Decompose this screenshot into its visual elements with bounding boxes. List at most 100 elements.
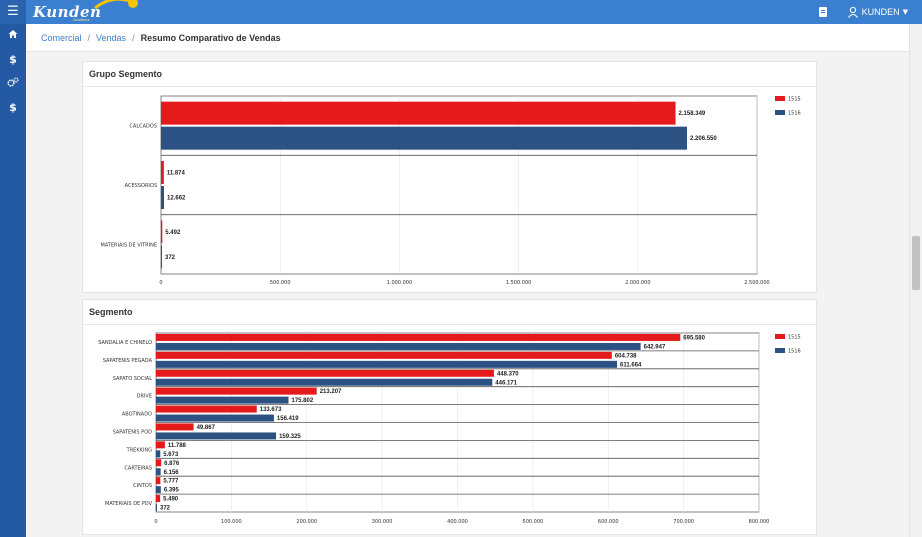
breadcrumb-vendas[interactable]: Vendas (96, 32, 127, 43)
legend-swatch-1515 (775, 96, 785, 101)
bar-1515 (156, 369, 494, 377)
bar-1515 (156, 477, 161, 485)
data-label: 159.325 (279, 434, 301, 440)
dollar-icon[interactable]: $ (9, 101, 17, 114)
data-label: 611.664 (620, 362, 642, 368)
data-label: 2.206.550 (690, 136, 717, 142)
category-label: CINTOS (133, 483, 152, 489)
bar-1516 (156, 342, 641, 350)
data-label: 213.207 (320, 389, 342, 395)
data-label: 372 (165, 255, 176, 261)
data-label: 2.158.349 (679, 111, 706, 117)
bar-1516 (156, 378, 493, 386)
x-tick-label: 400.000 (447, 519, 468, 525)
data-label: 11.874 (167, 171, 186, 177)
page-scrollbar[interactable] (909, 24, 922, 537)
data-label: 156.419 (277, 416, 299, 422)
data-label: 695.580 (683, 335, 705, 341)
legend-swatch-1516 (775, 348, 785, 353)
bar-1515 (156, 333, 681, 341)
bar-1516 (156, 450, 161, 458)
x-tick-label: 0 (154, 519, 157, 525)
bar-1515 (156, 387, 317, 395)
data-label: 175.802 (292, 398, 314, 404)
bar-1516 (156, 414, 274, 422)
data-label: 448.370 (497, 371, 519, 377)
x-tick-label: 700.000 (673, 519, 694, 525)
gears-icon[interactable] (0, 77, 26, 90)
bar-1515 (161, 220, 163, 244)
category-label: CALCADOS (129, 124, 157, 130)
bar-1516 (156, 360, 618, 368)
data-label: 11.788 (168, 443, 187, 449)
bar-1516 (156, 468, 161, 476)
breadcrumb-separator: / (87, 32, 91, 43)
x-tick-label: 200.000 (296, 519, 317, 525)
bar-1515 (156, 423, 194, 431)
x-tick-label: 2.500.000 (744, 280, 769, 286)
bar-1516 (156, 486, 161, 494)
bar-1516 (156, 396, 289, 404)
category-label: CARTEIRAS (124, 465, 152, 471)
scrollbar-thumb[interactable] (912, 236, 920, 290)
category-label: ABOTINADO (122, 412, 152, 418)
category-label: ACESSORIOS (125, 183, 157, 189)
logo-swoosh-icon (94, 0, 138, 10)
hamburger-menu-icon[interactable]: ☰ (0, 0, 26, 24)
x-tick-label: 300.000 (372, 519, 393, 525)
breadcrumb: Comercial / Vendas / Resumo Comparativo … (26, 24, 909, 52)
x-tick-label: 500.000 (523, 519, 544, 525)
data-label: 446.171 (495, 380, 517, 386)
breadcrumb-comercial[interactable]: Comercial (41, 32, 82, 43)
bar-1515 (156, 441, 165, 449)
bar-1515 (156, 495, 161, 503)
bar-1516 (161, 245, 162, 269)
x-tick-label: 600.000 (598, 519, 619, 525)
data-label: 133.673 (260, 407, 282, 413)
data-label: 5.492 (165, 230, 181, 236)
top-right-menu: KUNDEN ▼ (818, 0, 908, 24)
logo-subtitle: Solutions (73, 17, 90, 22)
x-tick-label: 1.000.000 (387, 280, 412, 286)
bar-1516 (156, 432, 277, 440)
logo-text: Kunden (33, 3, 102, 21)
legend-label: 1516 (788, 349, 801, 355)
caret-down-icon[interactable]: ▼ (902, 8, 908, 16)
panel-title: Grupo Segmento (83, 62, 816, 87)
bar-1515 (161, 101, 676, 125)
sidebar: $ $ (0, 24, 26, 537)
category-label: TREKKING (126, 447, 152, 453)
legend-label: 1515 (788, 97, 801, 103)
data-label: 6.395 (164, 488, 180, 494)
category-label: MATERIAIS DE VITRINE (100, 242, 157, 248)
bar-1515 (161, 161, 164, 184)
category-label: SAPATO SOCIAL (113, 376, 152, 382)
bar-1516 (161, 186, 165, 209)
x-tick-label: 0 (159, 280, 162, 286)
data-label: 5.673 (163, 452, 179, 458)
bar-1515 (156, 405, 257, 413)
segmento-chart: 0 100.000 200.000 300.000 400.000 500.000 600.… (98, 332, 801, 525)
user-icon (847, 6, 858, 18)
data-label: 5.777 (163, 479, 179, 485)
home-icon[interactable] (0, 29, 26, 42)
grupo-segmento-chart: 0 500.000 1.000.000 1.500.000 2.000.000 2.500… (100, 95, 801, 286)
x-tick-label: 500.000 (270, 280, 291, 286)
bar-1516 (156, 504, 157, 512)
document-icon[interactable] (818, 7, 827, 17)
category-label: SAPATENIS POD (113, 429, 153, 435)
panel-segmento: Segmento 0 100.000 200.000 300.000 400.000 50… (82, 299, 817, 535)
bar-1516 (161, 126, 688, 150)
bar-1515 (156, 351, 612, 359)
user-menu-button[interactable]: KUNDEN (861, 7, 900, 17)
category-label: SANDALIA E CHINELO (98, 340, 152, 346)
top-navbar: ☰ Kunden Solutions KUNDEN ▼ (0, 0, 922, 24)
data-label: 5.490 (163, 497, 179, 503)
dollar-icon[interactable]: $ (9, 53, 17, 66)
legend-label: 1515 (788, 335, 801, 341)
data-label: 12.662 (167, 196, 186, 202)
category-label: DRIVE (137, 394, 152, 400)
x-tick-label: 100.000 (221, 519, 242, 525)
x-tick-label: 2.000.000 (625, 280, 650, 286)
x-tick-label: 1.500.000 (506, 280, 531, 286)
